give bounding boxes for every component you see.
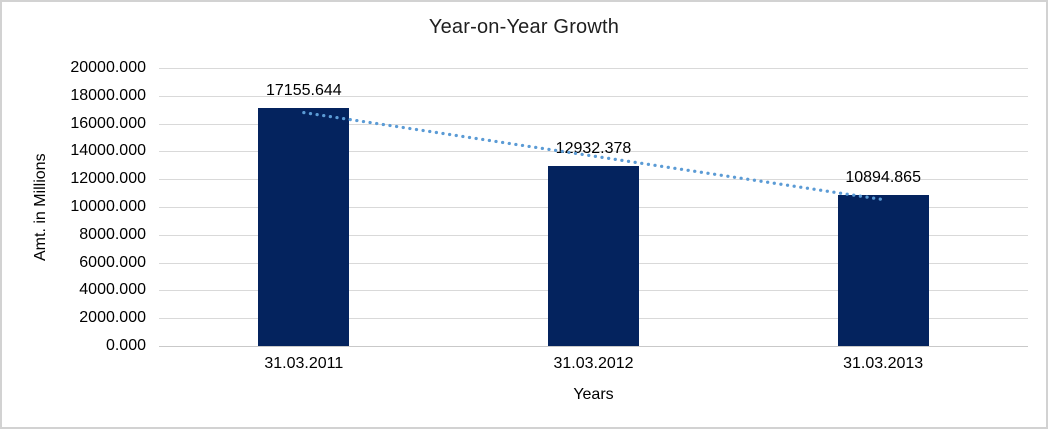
y-tick-label: 16000.000 <box>70 114 146 132</box>
bar-31.03.2012 <box>548 166 639 346</box>
chart-title: Year-on-Year Growth <box>428 16 620 38</box>
bar-31.03.2011 <box>258 107 350 346</box>
y-tick-label: 0.000 <box>105 337 146 354</box>
x-category-label: 31.03.2013 <box>843 355 924 372</box>
x-axis-title: Years <box>573 386 614 403</box>
y-tick-label: 2000.000 <box>79 309 146 327</box>
y-tick-label: 18000.000 <box>70 86 146 104</box>
y-tick-label: 12000.000 <box>70 170 146 188</box>
x-category-label: 31.03.2011 <box>264 355 344 372</box>
y-tick-label: 4000.000 <box>79 281 146 299</box>
y-tick-label: 20000.000 <box>70 59 146 76</box>
y-tick-label: 8000.000 <box>79 225 146 243</box>
y-tick-label: 10000.000 <box>70 198 146 215</box>
y-tick-label: 6000.000 <box>79 253 146 271</box>
x-category-label: 31.03.2012 <box>553 355 634 372</box>
data-label: 10894.865 <box>845 168 921 186</box>
data-label: 17155.644 <box>266 81 342 99</box>
data-label: 12932.378 <box>555 140 632 158</box>
x-axis-line <box>159 346 1028 347</box>
bar-31.03.2013 <box>837 194 929 346</box>
gridline <box>159 68 1028 69</box>
y-tick-label: 14000.000 <box>70 142 146 160</box>
gridline <box>159 95 1028 97</box>
